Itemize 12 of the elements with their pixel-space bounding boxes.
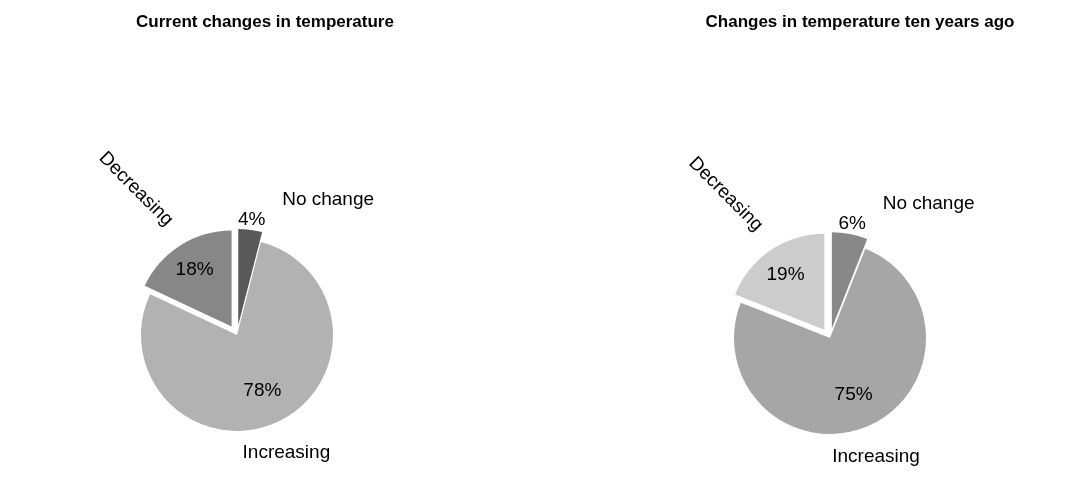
data-label: 78% bbox=[243, 378, 282, 400]
chart-title: Changes in temperature ten years ago bbox=[705, 12, 1015, 31]
data-label: 19% bbox=[766, 262, 805, 284]
data-label: 18% bbox=[175, 258, 214, 280]
slice-label: Increasing bbox=[242, 440, 331, 462]
slice-label: No change bbox=[882, 192, 975, 214]
data-label: 4% bbox=[238, 207, 266, 229]
slice-label: No change bbox=[282, 187, 375, 209]
data-label: 6% bbox=[838, 212, 866, 234]
data-label: 75% bbox=[834, 382, 873, 404]
chart-title: Current changes in temperature bbox=[136, 12, 394, 31]
slice-label: Increasing bbox=[832, 445, 920, 467]
